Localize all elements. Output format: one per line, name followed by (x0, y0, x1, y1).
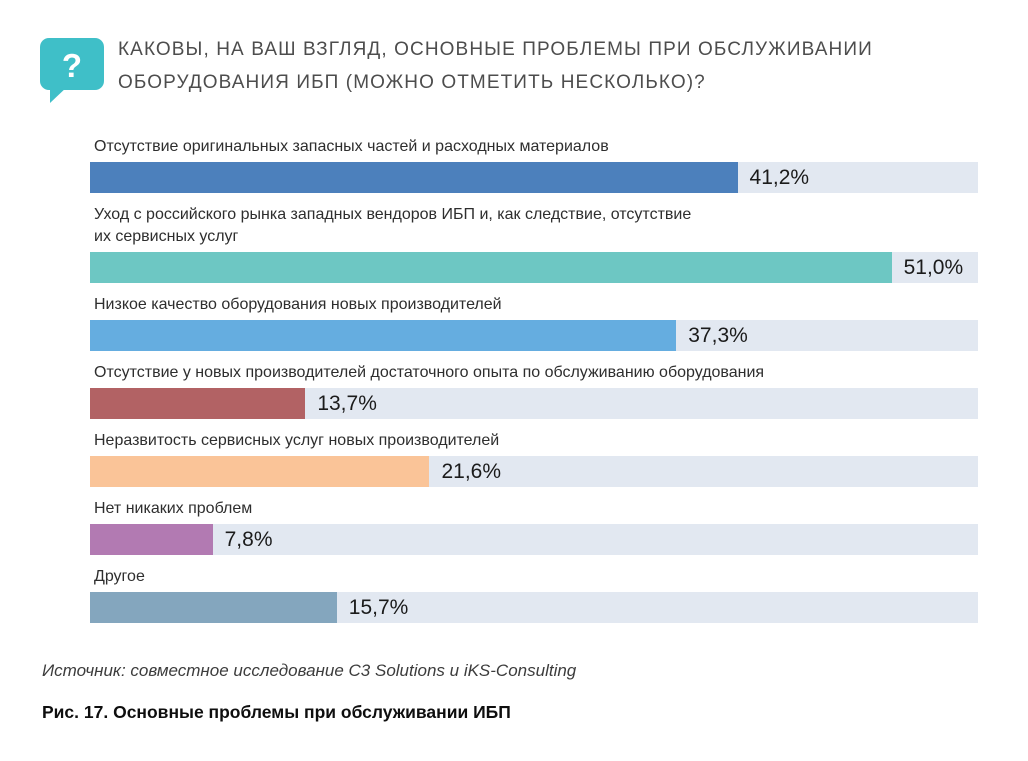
bar-track: 51,0% (90, 252, 978, 283)
bar-value-label: 41,2% (749, 165, 810, 189)
bar-track: 7,8% (90, 524, 978, 555)
bar-category-label: Низкое качество оборудования новых произ… (94, 296, 502, 313)
bar-category-label: Отсутствие у новых производителей достат… (94, 364, 765, 381)
bar-value-label: 21,6% (441, 459, 502, 483)
bar (90, 456, 430, 487)
chart-row: Низкое качество оборудования новых произ… (90, 294, 978, 351)
bar-track: 15,7% (90, 592, 978, 623)
bar-track: 13,7% (90, 388, 978, 419)
chart-row: Неразвитость сервисных услуг новых произ… (90, 430, 978, 487)
chart-row: Отсутствие оригинальных запасных частей … (90, 136, 978, 193)
bar (90, 320, 677, 351)
bar (90, 162, 738, 193)
question-mark-glyph: ? (62, 47, 82, 84)
bar-value-label: 15,7% (348, 595, 409, 619)
chart-row: Уход с российского рынка западных вендор… (90, 204, 978, 283)
figure-caption: Рис. 17. Основные проблемы при обслужива… (42, 702, 511, 722)
chart-row: Нет никаких проблем 7,8% (90, 498, 978, 555)
bar-value-label: 37,3% (688, 323, 748, 347)
chart-row: Отсутствие у новых производителей достат… (90, 362, 978, 419)
bar-track: 37,3% (90, 320, 978, 351)
bar (90, 524, 213, 555)
source-note: Источник: совместное исследование C3 Sol… (42, 661, 577, 680)
bar (90, 592, 337, 623)
bar-category-label: Неразвитость сервисных услуг новых произ… (94, 432, 500, 449)
question-bubble-tail (50, 86, 68, 103)
chart-row: Другое 15,7% (90, 566, 978, 623)
question-bubble-icon: ? (40, 38, 104, 104)
chart-title-line1: КАКОВЫ, НА ВАШ ВЗГЛЯД, ОСНОВНЫЕ ПРОБЛЕМЫ… (118, 39, 873, 60)
bar-track: 41,2% (90, 162, 978, 193)
bar (90, 252, 892, 283)
bar-value-label: 51,0% (903, 255, 964, 279)
question-bubble-body (40, 38, 104, 90)
bar-category-label: Уход с российского рынка западных вендор… (94, 206, 692, 245)
bar-value-label: 7,8% (224, 527, 273, 551)
chart-title: КАКОВЫ, НА ВАШ ВЗГЛЯД, ОСНОВНЫЕ ПРОБЛЕМЫ… (118, 33, 873, 99)
bar-value-label: 13,7% (317, 391, 377, 415)
bar-category-label: Отсутствие оригинальных запасных частей … (94, 138, 609, 155)
bar-chart: Отсутствие оригинальных запасных частей … (90, 136, 978, 634)
bar-track: 21,6% (90, 456, 978, 487)
chart-title-line2: ОБОРУДОВАНИЯ ИБП (МОЖНО ОТМЕТИТЬ НЕСКОЛЬ… (118, 72, 706, 93)
bar (90, 388, 306, 419)
bar-category-label: Нет никаких проблем (94, 500, 253, 517)
bar-category-label: Другое (94, 568, 145, 585)
chart-rows: Отсутствие оригинальных запасных частей … (90, 136, 978, 623)
